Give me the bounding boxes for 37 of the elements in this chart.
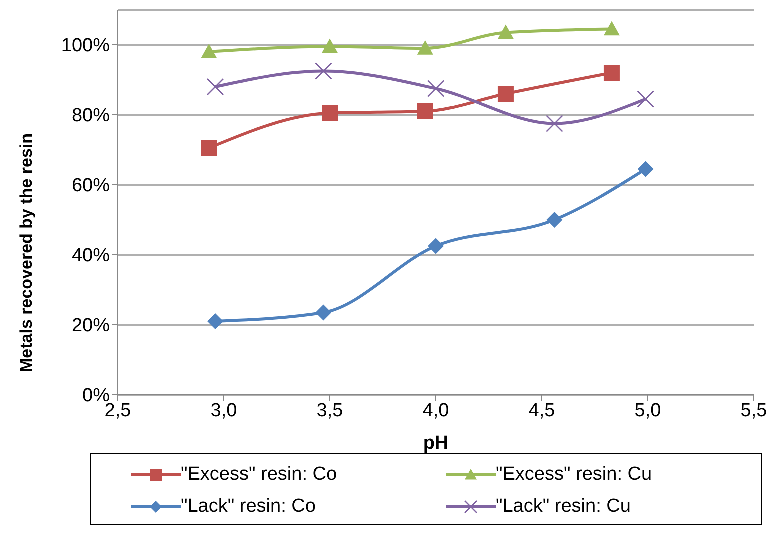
x-tick-label: 3,0 xyxy=(210,400,238,422)
point xyxy=(208,314,224,330)
x-tick-label: 5,5 xyxy=(740,400,768,422)
y-tick-label: 20% xyxy=(72,316,110,337)
point xyxy=(316,304,332,321)
x-tick-label: 5,0 xyxy=(634,400,662,422)
point xyxy=(498,86,514,102)
point xyxy=(604,65,620,81)
point xyxy=(428,238,444,254)
point xyxy=(201,140,218,156)
point xyxy=(322,38,338,54)
point xyxy=(417,40,434,55)
point xyxy=(201,44,218,58)
x-axis-title: pH xyxy=(423,433,449,454)
point xyxy=(417,104,434,120)
y-tick-label: 40% xyxy=(72,246,110,267)
y-axis-title: Metals recovered by the resin xyxy=(17,133,36,372)
x-tick-label: 4,0 xyxy=(422,400,450,422)
y-tick-label: 100% xyxy=(61,36,110,57)
point xyxy=(638,161,654,178)
point xyxy=(314,62,332,80)
point xyxy=(322,105,338,122)
legend-label: "Lack" resin: Cu xyxy=(496,496,631,518)
y-tick-label: 80% xyxy=(72,106,110,127)
point xyxy=(427,80,445,98)
x-tick-label: 4,5 xyxy=(528,400,556,422)
legend-label: "Excess" resin: Co xyxy=(181,464,338,486)
point xyxy=(546,212,563,228)
point xyxy=(637,90,655,108)
point xyxy=(546,115,564,132)
x-tick-label: 3,5 xyxy=(316,400,344,422)
point xyxy=(206,78,224,96)
y-tick-label: 60% xyxy=(72,176,110,197)
legend-label: "Excess" resin: Cu xyxy=(496,464,652,486)
point xyxy=(604,21,620,36)
legend-label: "Lack" resin: Co xyxy=(181,496,316,518)
point xyxy=(498,24,514,40)
